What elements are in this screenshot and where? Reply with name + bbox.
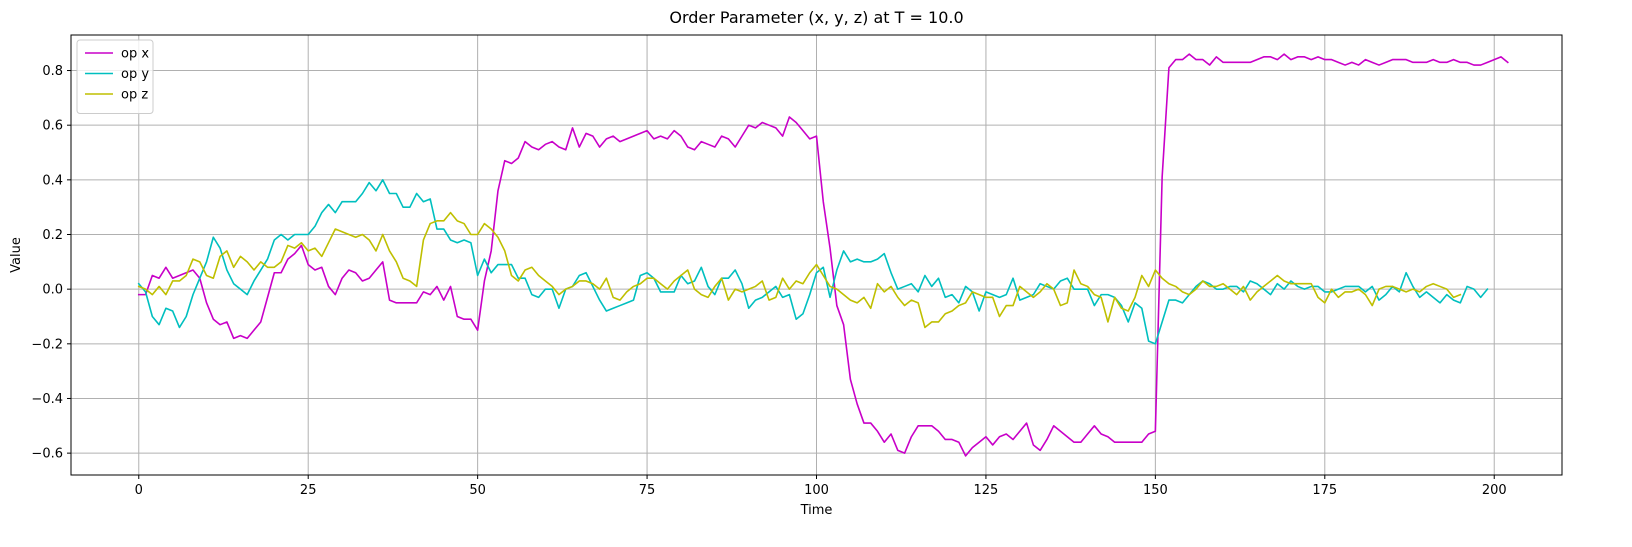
y-tick-label: 0.6 — [42, 119, 63, 134]
y-tick-label: −0.6 — [31, 447, 63, 462]
legend-label: op x — [121, 47, 149, 62]
x-tick-label: 125 — [974, 483, 999, 498]
legend-label: op y — [121, 67, 149, 82]
y-axis-label: Value — [9, 237, 24, 273]
y-axis: −0.6 −0.4 −0.2 0.0 0.2 0.4 0.6 0.8 — [31, 64, 71, 462]
y-tick-label: −0.4 — [31, 392, 63, 407]
y-tick-label: 0.4 — [42, 173, 63, 188]
x-tick-label: 100 — [804, 483, 829, 498]
x-tick-label: 25 — [300, 483, 317, 498]
chart-title: Order Parameter (x, y, z) at T = 10.0 — [669, 8, 963, 27]
x-tick-label: 50 — [469, 483, 486, 498]
grid-lines — [71, 35, 1562, 475]
legend-label: op z — [121, 88, 148, 103]
series-line-op-z — [137, 211, 1462, 329]
series-line-op-x — [137, 53, 1509, 457]
x-tick-label: 200 — [1482, 483, 1507, 498]
series-layer — [137, 53, 1509, 457]
legend-box — [76, 39, 154, 114]
y-tick-label: 0.8 — [42, 64, 63, 79]
y-tick-label: 0.2 — [42, 228, 63, 243]
x-tick-label: 175 — [1312, 483, 1337, 498]
y-tick-label: −0.2 — [31, 337, 63, 352]
x-tick-label: 150 — [1143, 483, 1168, 498]
x-axis: 0 25 50 75 100 125 150 175 200 — [135, 475, 1507, 498]
x-tick-label: 0 — [135, 483, 143, 498]
y-tick-label: 0.0 — [42, 283, 63, 298]
x-axis-label: Time — [800, 503, 833, 518]
legend: op x op y op z — [76, 39, 154, 114]
x-tick-label: 75 — [639, 483, 656, 498]
